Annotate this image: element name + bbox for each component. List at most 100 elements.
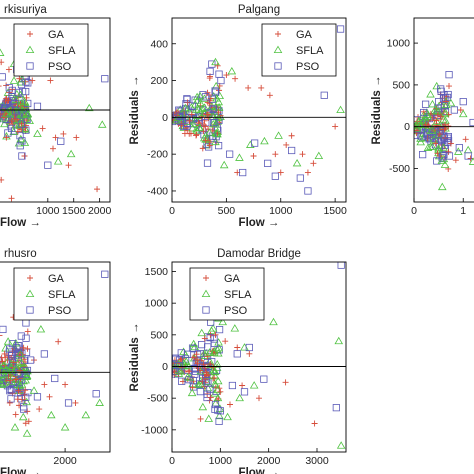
data-point (289, 133, 295, 139)
legend-label: GA (296, 29, 313, 41)
legend-label: SFLA (224, 289, 252, 301)
panel-5: 0 1000 2000 3000 -1000 -500 0 500 1000 1500 Damoda… (129, 248, 346, 474)
data-point (55, 339, 61, 345)
data-point (60, 131, 66, 137)
data-point (30, 387, 37, 393)
cloud-point (446, 83, 452, 89)
cloud-point (216, 418, 222, 424)
chart-title: rhusro (4, 248, 37, 260)
data-point (337, 26, 343, 32)
data-point (0, 49, 4, 55)
data-point (0, 59, 4, 65)
data-point (305, 188, 311, 194)
y-tick-label: 500 (150, 329, 168, 341)
data-point (11, 424, 18, 430)
data-point (458, 107, 464, 113)
legend-label: GA (48, 29, 65, 41)
data-point (465, 147, 472, 153)
data-point (40, 125, 46, 131)
chart-title: rkisuriya (4, 4, 47, 16)
cloud-point (446, 71, 452, 77)
data-point (265, 160, 271, 166)
data-point (23, 430, 30, 436)
data-point (222, 338, 228, 344)
cloud-point (25, 329, 31, 335)
data-point (272, 173, 278, 179)
data-point (62, 382, 68, 388)
legend-label: PSO (48, 61, 72, 73)
data-point (34, 394, 40, 400)
y-tick-label: 0 (162, 112, 168, 124)
cloud-point (197, 388, 203, 394)
legend-label: SFLA (48, 45, 76, 57)
series-sfla (209, 319, 344, 449)
data-point (297, 175, 303, 181)
data-point (270, 319, 277, 325)
x-tick-label: 2000 (257, 455, 281, 467)
cloud-point (208, 395, 214, 401)
y-axis-label: Residuals → (129, 75, 141, 144)
cloud-point (199, 404, 206, 410)
x-tick-label: 1500 (62, 205, 86, 217)
cloud-point (216, 71, 222, 77)
legend: GASFLAPSO (190, 268, 264, 320)
data-point (451, 107, 457, 113)
cloud-point (200, 145, 206, 151)
data-point (221, 162, 228, 168)
data-point (66, 162, 72, 168)
cloud-point (15, 396, 21, 402)
data-point (246, 351, 252, 357)
data-point (50, 146, 56, 152)
data-point (94, 186, 100, 192)
data-point (52, 375, 58, 381)
data-point (453, 157, 459, 163)
data-point (275, 132, 282, 138)
data-point (41, 382, 47, 388)
cloud-point (20, 414, 27, 420)
x-tick-label: 2000 (53, 455, 77, 467)
data-point (332, 124, 338, 130)
data-point (36, 406, 42, 412)
data-point (337, 106, 344, 112)
panel-4: 2000rhusroFlow →GASFLAPSO (0, 248, 110, 474)
data-point (288, 147, 294, 153)
data-point (315, 152, 322, 158)
x-tick-label: 1000 (269, 205, 293, 217)
data-point (310, 160, 316, 166)
legend-label: SFLA (48, 289, 76, 301)
data-point (72, 400, 78, 406)
legend: GA SFLA PSO (14, 24, 88, 76)
data-point (0, 83, 2, 89)
cloud-point (439, 183, 446, 189)
series-ga (213, 332, 318, 427)
x-tick-label: 2000 (88, 205, 112, 217)
data-point (55, 158, 62, 164)
y-tick-label: 1500 (145, 266, 169, 278)
data-point (6, 67, 12, 73)
data-point (58, 138, 64, 144)
data-point (99, 121, 106, 127)
data-point (227, 402, 233, 408)
cloud-point (419, 151, 425, 157)
x-tick-label: 0 (411, 205, 417, 217)
x-axis-label: Flow → (0, 467, 41, 474)
x-tick-label: 3000 (305, 455, 329, 467)
x-axis-label: Flow → (239, 217, 280, 229)
data-point (0, 177, 4, 183)
data-point (293, 160, 300, 166)
cloud-point (13, 412, 19, 418)
data-point (234, 351, 240, 357)
y-tick-label: 0 (162, 361, 168, 373)
data-point (0, 333, 2, 339)
y-tick-label: -200 (147, 149, 168, 161)
y-tick-label: -400 (147, 185, 168, 197)
data-point (47, 78, 53, 84)
x-tick-label: 500 (218, 205, 236, 217)
data-point (305, 170, 311, 176)
residual-cloud (169, 61, 224, 166)
data-point (234, 345, 240, 351)
data-point (226, 151, 232, 157)
data-point (283, 379, 289, 385)
data-point (68, 151, 75, 157)
chart-title: Damodar Bridge (217, 248, 301, 260)
